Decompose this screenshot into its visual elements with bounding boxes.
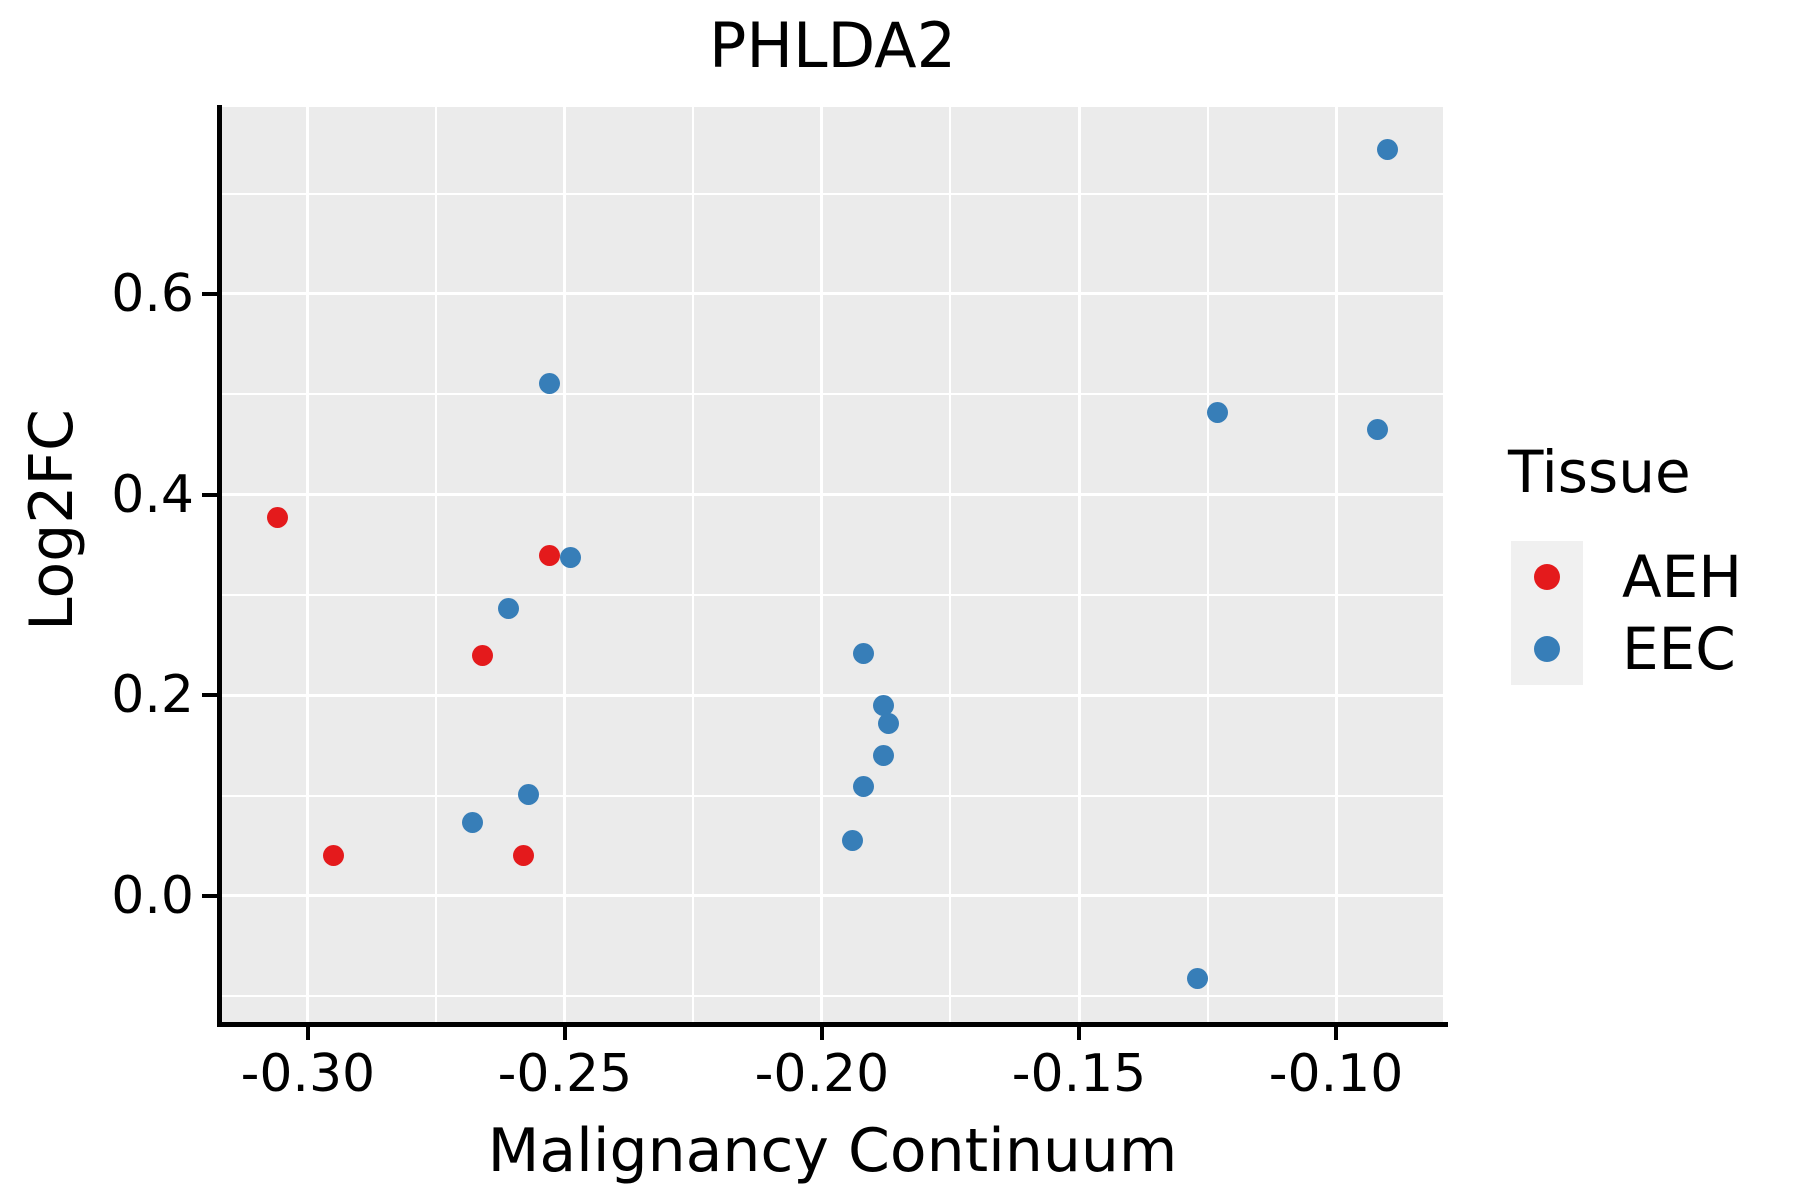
gridline-x-major [1334,107,1338,1022]
gridline-x-minor [692,107,695,1022]
y-tick-label: 0.2 [111,665,194,726]
plot-title: PHLDA2 [708,9,957,82]
gridline-y-major [222,894,1443,898]
legend-title: Tissue [1508,438,1691,506]
data-point-eec [873,744,895,766]
y-axis-line [217,105,222,1027]
data-point-aeh [266,507,288,529]
legend-label: AEH [1622,543,1742,611]
data-point-eec [518,784,540,806]
y-tick-label: 0.0 [111,865,194,926]
data-point-eec [873,694,895,716]
data-point-eec [852,776,874,798]
x-tick-label: -0.25 [497,1044,633,1104]
data-point-eec [1376,138,1398,160]
gridline-x-major [1077,107,1081,1022]
data-point-aeh [538,545,560,567]
plot-panel [222,107,1443,1022]
x-tick-label: -0.10 [1268,1044,1404,1104]
legend-dot-aeh [1534,564,1560,590]
y-axis-title: Log2FC [17,409,87,631]
x-tick-mark [1334,1027,1339,1040]
data-point-aeh [323,845,345,867]
x-axis-title: Malignancy Continuum [487,1116,1178,1186]
y-tick-label: 0.4 [111,464,194,525]
data-point-aeh [472,644,494,666]
gridline-y-major [222,292,1443,296]
gridline-x-major [820,107,824,1022]
x-tick-mark [1077,1027,1081,1040]
y-tick-mark [202,492,217,497]
x-tick-mark [562,1027,567,1040]
gridline-y-minor [222,995,1443,998]
gridline-x-minor [435,107,438,1022]
legend-label: EEC [1622,615,1736,683]
x-tick-mark [819,1027,824,1040]
x-tick-label: -0.20 [754,1044,890,1104]
data-point-aeh [513,845,535,867]
gridline-y-minor [222,794,1443,797]
data-point-eec [497,598,519,620]
legend: AEH EEC [1511,541,1742,685]
gridline-y-minor [222,192,1443,195]
x-tick-label: -0.15 [1011,1044,1147,1104]
y-tick-label: 0.6 [111,263,194,324]
y-tick-mark [202,693,217,698]
legend-dot-eec [1534,636,1560,662]
legend-key [1511,541,1583,613]
data-point-eec [538,372,560,394]
data-point-eec [1186,967,1208,989]
y-tick-mark [202,893,217,898]
data-point-eec [461,812,483,834]
gridline-y-minor [222,393,1443,396]
gridline-y-major [222,693,1443,697]
x-tick-mark [305,1027,310,1040]
legend-item-aeh: AEH [1511,541,1742,613]
data-point-eec [852,642,874,664]
legend-item-eec: EEC [1511,613,1742,685]
gridline-x-minor [1206,107,1209,1022]
gridline-y-major [222,493,1443,497]
data-point-eec [842,830,864,852]
legend-key [1511,613,1583,685]
data-point-eec [1207,401,1229,423]
data-point-eec [559,547,581,569]
gridline-y-minor [222,593,1443,596]
data-point-eec [878,712,900,734]
data-point-eec [1366,418,1388,440]
gridline-x-minor [949,107,952,1022]
gridline-x-major [306,107,310,1022]
x-axis-line [217,1022,1448,1027]
x-tick-label: -0.30 [240,1044,376,1104]
y-tick-mark [202,291,217,296]
